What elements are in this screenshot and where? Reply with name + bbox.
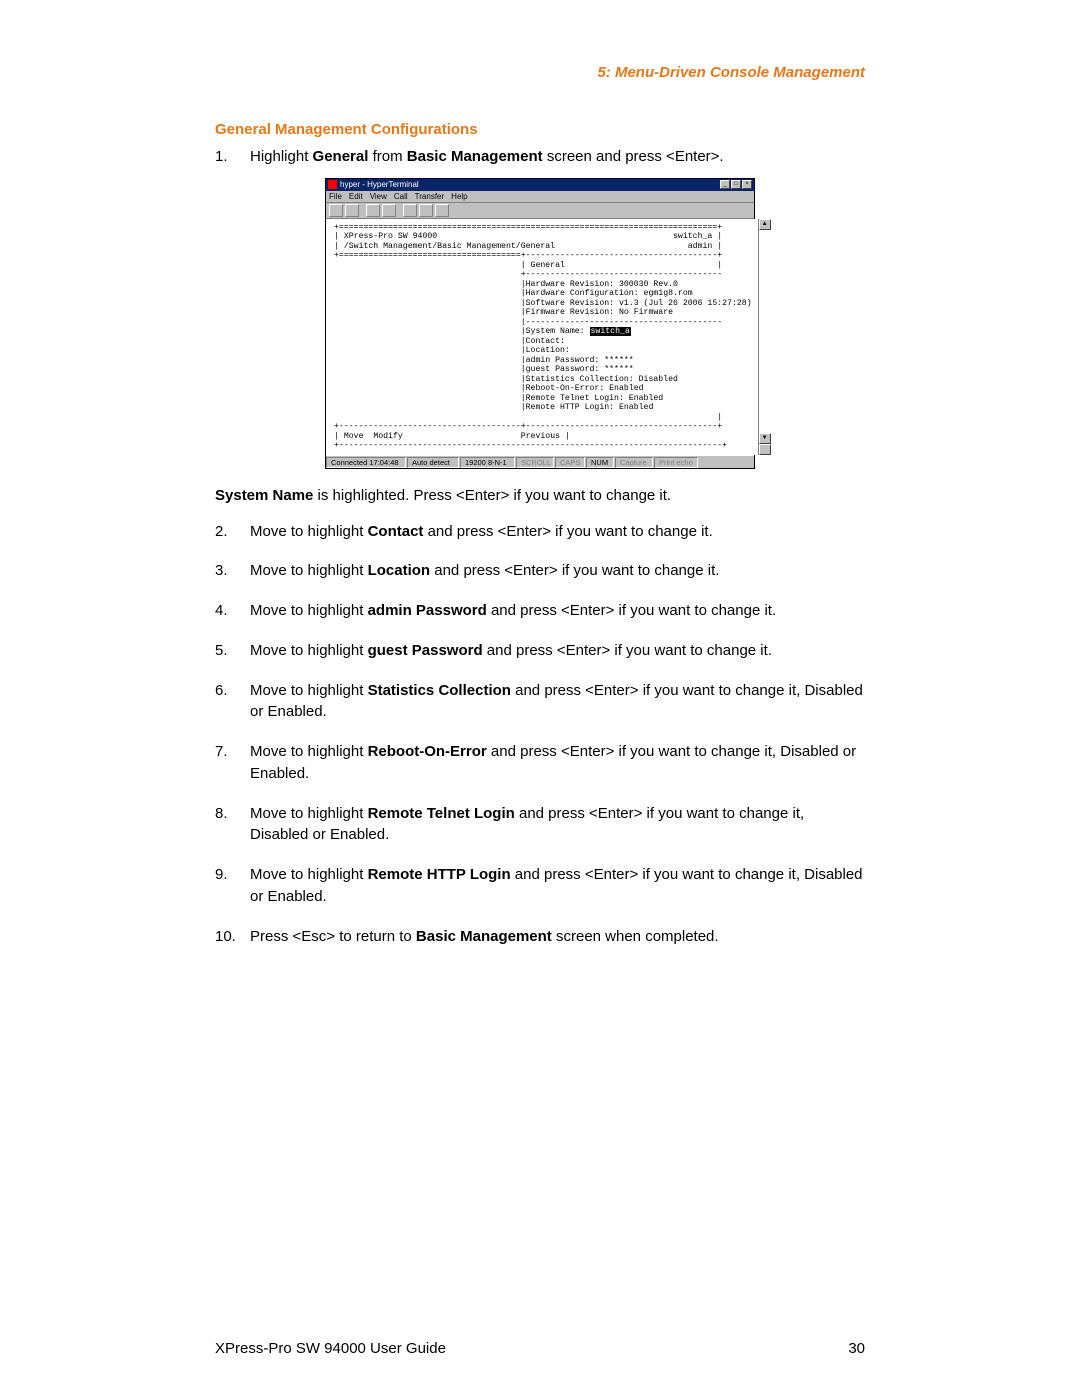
status-caps: CAPS [555, 457, 585, 468]
step-text: Move to highlight Location and press <En… [250, 560, 865, 582]
step-text: Move to highlight Remote Telnet Login an… [250, 803, 865, 847]
toolbar-button[interactable] [366, 204, 380, 217]
step-number: 10. [215, 926, 250, 948]
menu-file[interactable]: File [329, 192, 342, 201]
status-num: NUM [586, 457, 614, 468]
toolbar-button[interactable] [419, 204, 433, 217]
step-item: 5.Move to highlight guest Password and p… [215, 640, 865, 662]
step-item: 6.Move to highlight Statistics Collectio… [215, 680, 865, 724]
close-button[interactable]: × [742, 180, 752, 189]
page-footer: XPress-Pro SW 94000 User Guide 30 [215, 1340, 865, 1357]
step-item: 4.Move to highlight admin Password and p… [215, 600, 865, 622]
section-title: General Management Configurations [215, 121, 865, 138]
app-icon [328, 180, 337, 189]
scrollbar[interactable]: ▲ ▼ [758, 219, 759, 455]
step-item: 8.Move to highlight Remote Telnet Login … [215, 803, 865, 847]
text: from [368, 148, 406, 165]
step-text: Move to highlight Contact and press <Ent… [250, 521, 865, 543]
status-connected: Connected 17:04:48 [326, 457, 406, 468]
minimize-button[interactable]: _ [720, 180, 730, 189]
menu-transfer[interactable]: Transfer [415, 192, 445, 201]
steps-list: 2.Move to highlight Contact and press <E… [215, 521, 865, 948]
status-baud: 19200 8-N-1 [460, 457, 515, 468]
menu-help[interactable]: Help [451, 192, 467, 201]
step-text: Move to highlight Statistics Collection … [250, 680, 865, 724]
step-number: 7. [215, 741, 250, 785]
step-item: 9.Move to highlight Remote HTTP Login an… [215, 864, 865, 908]
text-bold: Basic Management [407, 148, 543, 165]
status-scroll: SCROLL [516, 457, 554, 468]
step-item: 10.Press <Esc> to return to Basic Manage… [215, 926, 865, 948]
toolbar-button[interactable] [382, 204, 396, 217]
menu-bar: File Edit View Call Transfer Help [326, 191, 754, 203]
scroll-grip[interactable] [759, 444, 771, 455]
status-bar: Connected 17:04:48 Auto detect 19200 8-N… [326, 455, 754, 468]
after-image-text: System Name is highlighted. Press <Enter… [215, 485, 865, 507]
toolbar-button[interactable] [435, 204, 449, 217]
step-number: 9. [215, 864, 250, 908]
menu-call[interactable]: Call [394, 192, 408, 201]
text: is highlighted. Press <Enter> if you wan… [313, 487, 671, 504]
hyperterminal-window: hyper - HyperTerminal _ □ × File Edit Vi… [325, 178, 755, 469]
toolbar-button[interactable] [345, 204, 359, 217]
menu-edit[interactable]: Edit [349, 192, 363, 201]
toolbar-button[interactable] [329, 204, 343, 217]
step-number: 5. [215, 640, 250, 662]
step-number: 4. [215, 600, 250, 622]
status-print: Print echo [654, 457, 698, 468]
step-text: Move to highlight admin Password and pre… [250, 600, 865, 622]
step-number: 6. [215, 680, 250, 724]
step-text: Move to highlight guest Password and pre… [250, 640, 865, 662]
text: Highlight [250, 148, 313, 165]
step-text: Move to highlight Remote HTTP Login and … [250, 864, 865, 908]
toolbar-button[interactable] [403, 204, 417, 217]
step-text: Move to highlight Reboot-On-Error and pr… [250, 741, 865, 785]
step-number: 2. [215, 521, 250, 543]
terminal-output[interactable]: +=======================================… [326, 219, 758, 455]
scroll-down-button[interactable]: ▼ [759, 433, 771, 444]
step-item: 2.Move to highlight Contact and press <E… [215, 521, 865, 543]
intro-step: 1. Highlight General from Basic Manageme… [215, 146, 865, 168]
footer-left: XPress-Pro SW 94000 User Guide [215, 1340, 446, 1357]
menu-view[interactable]: View [370, 192, 387, 201]
chapter-header: 5: Menu-Driven Console Management [215, 64, 865, 81]
footer-page-number: 30 [848, 1340, 865, 1357]
toolbar [326, 203, 754, 219]
step-item: 3.Move to highlight Location and press <… [215, 560, 865, 582]
window-titlebar[interactable]: hyper - HyperTerminal _ □ × [326, 179, 754, 191]
step-text: Press <Esc> to return to Basic Managemen… [250, 926, 865, 948]
text-bold: System Name [215, 487, 313, 504]
status-capture: Capture [615, 457, 653, 468]
step-number: 3. [215, 560, 250, 582]
step-number: 8. [215, 803, 250, 847]
status-detect: Auto detect [407, 457, 459, 468]
step-item: 7.Move to highlight Reboot-On-Error and … [215, 741, 865, 785]
maximize-button[interactable]: □ [731, 180, 741, 189]
window-title: hyper - HyperTerminal [340, 180, 720, 189]
scroll-up-button[interactable]: ▲ [759, 219, 771, 230]
text: screen and press <Enter>. [543, 148, 724, 165]
text-bold: General [313, 148, 369, 165]
step-number: 1. [215, 146, 250, 168]
